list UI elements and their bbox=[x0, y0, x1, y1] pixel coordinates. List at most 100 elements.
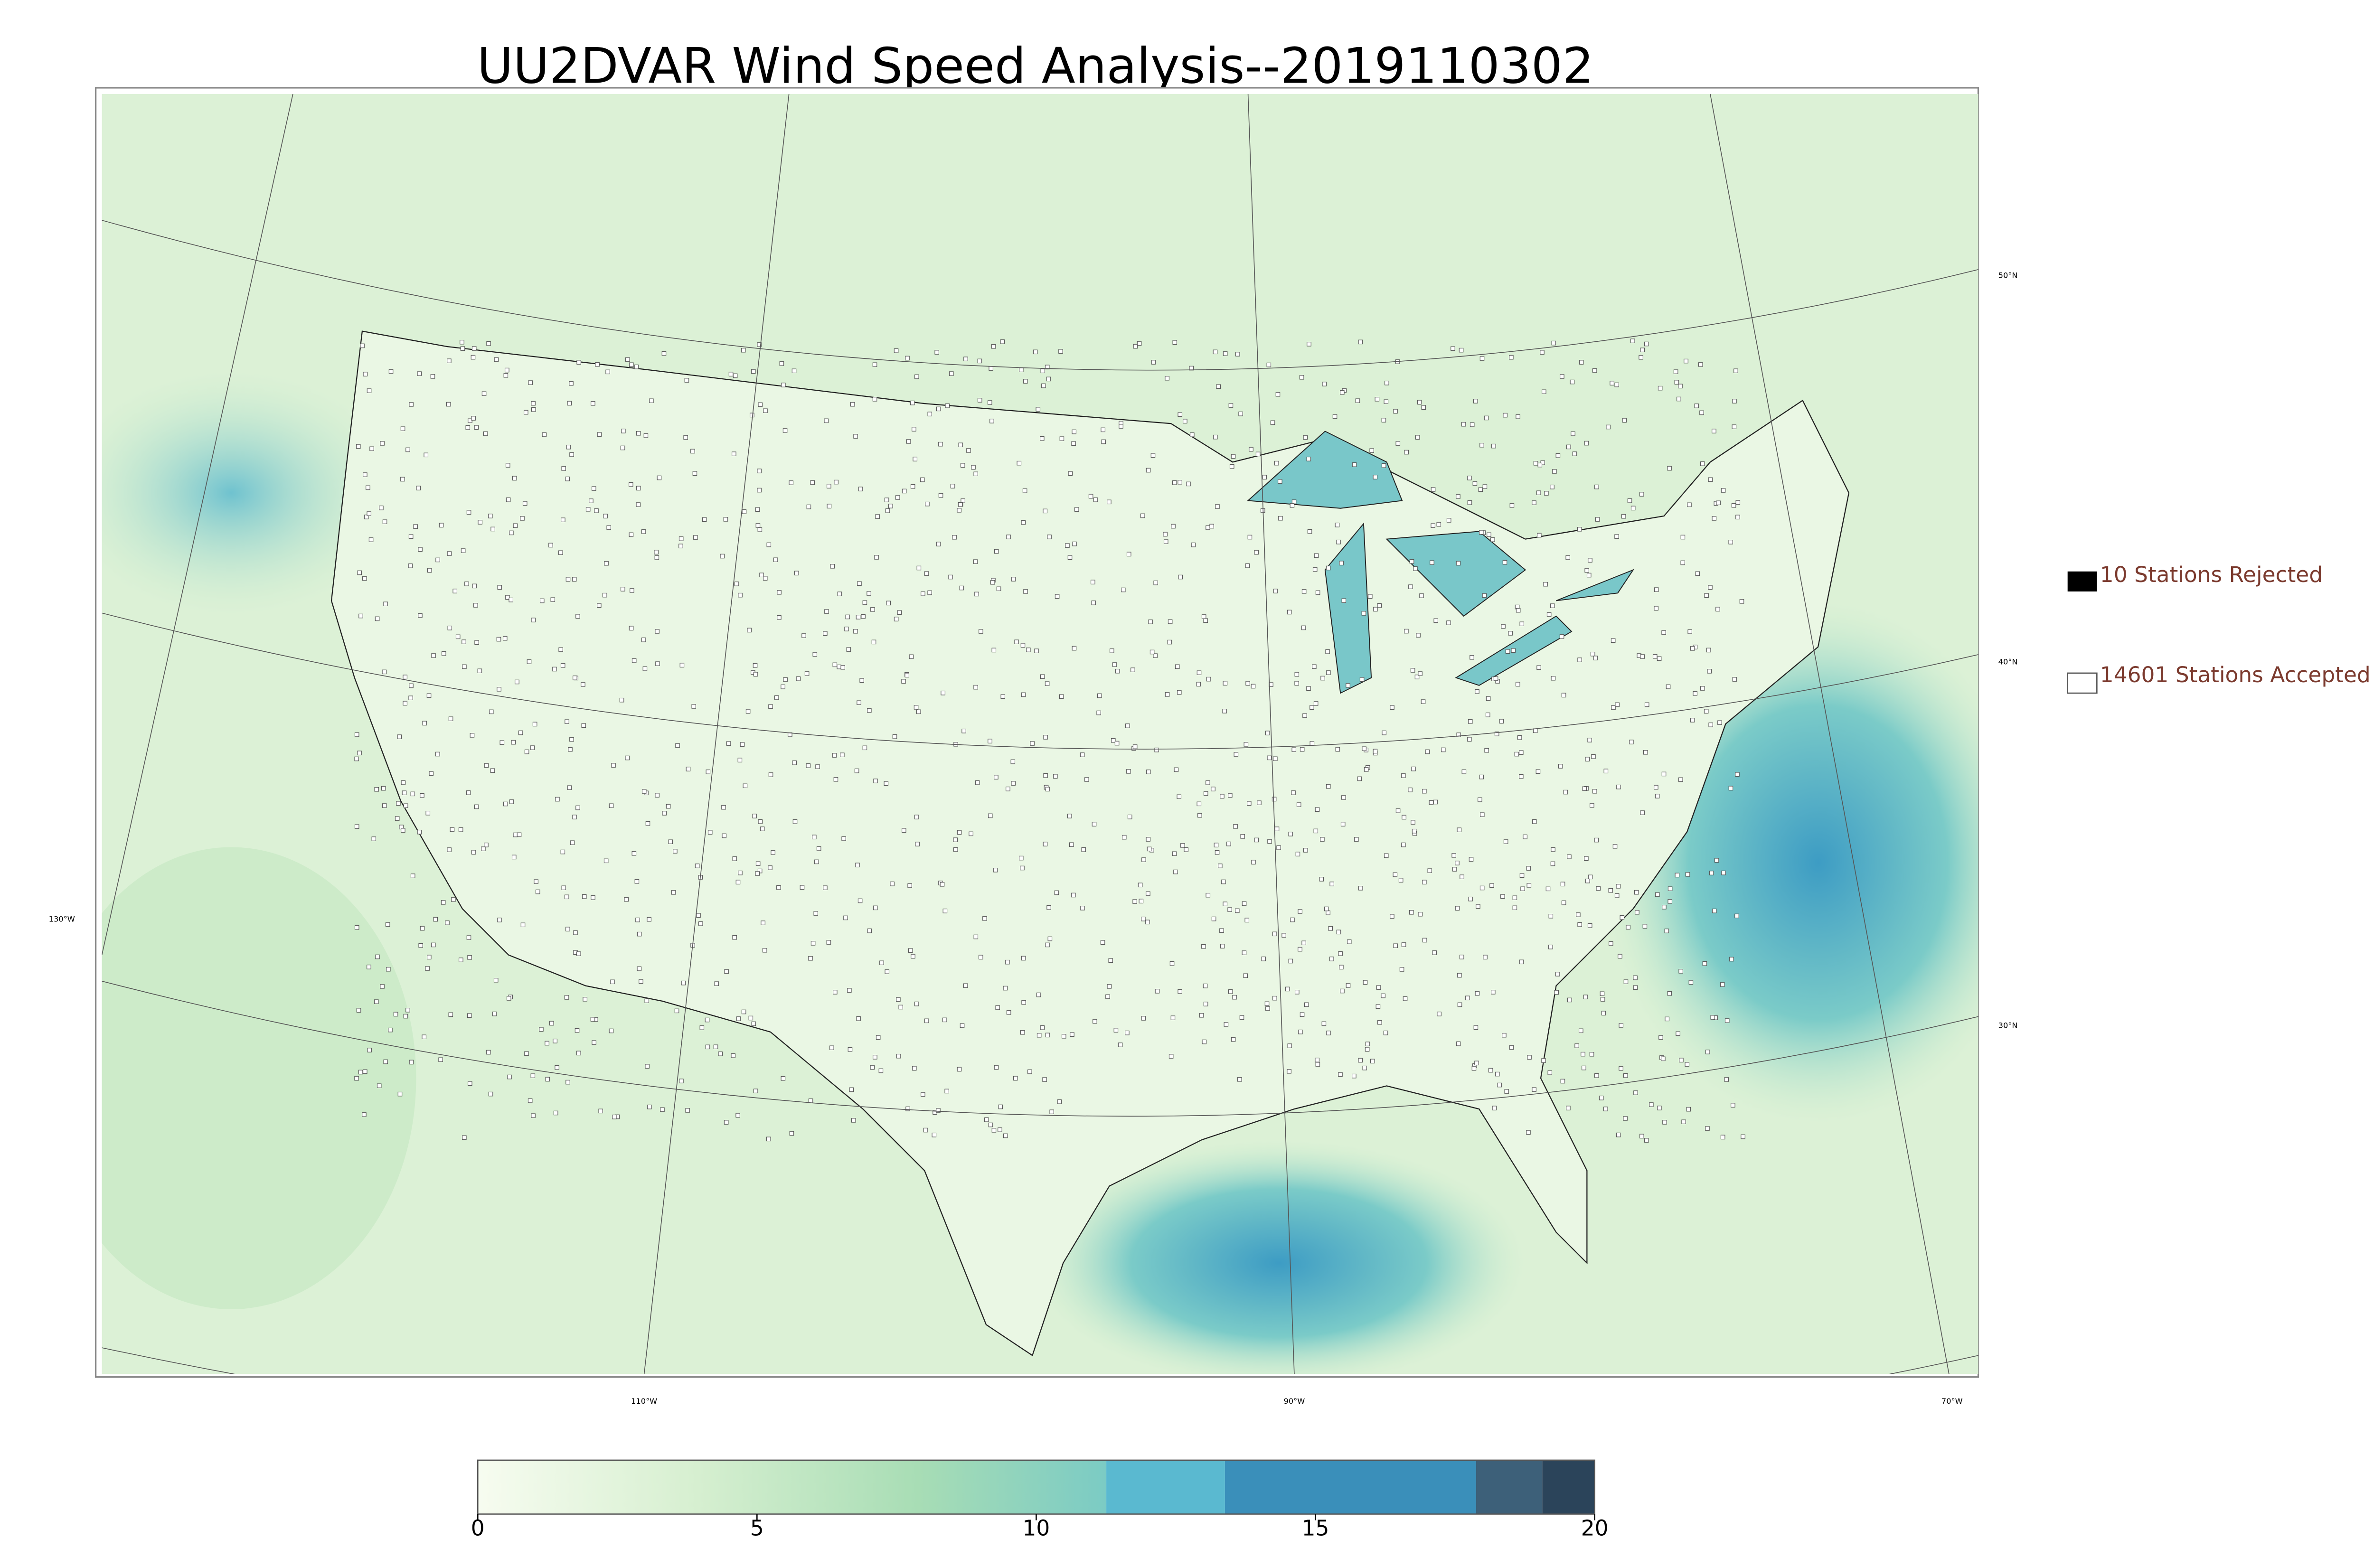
station bbox=[1320, 676, 1325, 681]
station bbox=[1431, 523, 1435, 528]
station bbox=[629, 532, 634, 537]
station bbox=[1594, 837, 1599, 843]
station bbox=[1735, 515, 1740, 520]
station bbox=[1457, 973, 1462, 978]
station bbox=[1221, 879, 1226, 884]
station bbox=[560, 849, 565, 854]
station bbox=[1551, 847, 1555, 852]
station bbox=[582, 894, 587, 899]
station bbox=[974, 592, 979, 597]
station bbox=[466, 790, 471, 795]
station bbox=[1479, 812, 1485, 817]
station bbox=[1367, 594, 1373, 599]
station bbox=[773, 557, 778, 563]
station bbox=[781, 1076, 786, 1081]
station bbox=[590, 1017, 595, 1022]
station bbox=[1402, 815, 1406, 820]
station bbox=[1061, 1034, 1066, 1039]
station bbox=[531, 407, 536, 412]
station bbox=[910, 400, 915, 405]
station bbox=[1364, 767, 1369, 772]
station bbox=[1502, 1033, 1507, 1038]
station bbox=[625, 755, 630, 761]
station bbox=[1709, 871, 1714, 875]
station bbox=[354, 732, 359, 737]
station bbox=[471, 355, 476, 360]
station bbox=[643, 433, 649, 438]
station bbox=[611, 763, 616, 768]
station bbox=[991, 1128, 997, 1133]
station bbox=[808, 956, 813, 961]
station bbox=[721, 805, 726, 810]
station bbox=[1278, 479, 1282, 484]
station bbox=[1365, 1047, 1370, 1052]
station bbox=[1018, 367, 1024, 373]
station bbox=[1667, 886, 1673, 891]
station bbox=[1492, 1106, 1497, 1110]
station bbox=[856, 615, 861, 620]
station bbox=[1623, 1073, 1628, 1078]
station bbox=[977, 398, 982, 403]
station bbox=[1309, 705, 1314, 710]
station bbox=[1422, 938, 1427, 943]
station bbox=[1020, 643, 1026, 648]
station bbox=[867, 928, 872, 933]
station bbox=[1594, 1073, 1599, 1078]
station bbox=[576, 360, 581, 365]
station bbox=[1654, 587, 1659, 592]
station bbox=[609, 1028, 614, 1033]
station bbox=[1196, 801, 1202, 807]
station bbox=[1456, 561, 1461, 566]
station bbox=[753, 663, 758, 668]
station bbox=[774, 695, 779, 700]
station bbox=[1080, 906, 1085, 911]
legend: 10 Stations Rejected 14601 Stations Acce… bbox=[2067, 562, 2371, 694]
station bbox=[1373, 607, 1378, 612]
station bbox=[539, 1027, 544, 1032]
station bbox=[1459, 955, 1464, 959]
station bbox=[1654, 606, 1658, 611]
station bbox=[1712, 516, 1717, 521]
station bbox=[1145, 920, 1150, 925]
station bbox=[471, 850, 476, 855]
station bbox=[870, 607, 875, 612]
station bbox=[490, 768, 495, 773]
colorbar-tick-label: 10 bbox=[1023, 1515, 1050, 1540]
station bbox=[511, 854, 517, 860]
station bbox=[1494, 732, 1499, 736]
station bbox=[1661, 1056, 1666, 1061]
station bbox=[1483, 955, 1488, 960]
station bbox=[909, 654, 914, 659]
station bbox=[1173, 869, 1178, 874]
station bbox=[1516, 682, 1520, 687]
station bbox=[481, 391, 487, 396]
station bbox=[448, 716, 453, 721]
station bbox=[576, 1051, 581, 1056]
colorbar-segment bbox=[1106, 1460, 1225, 1514]
station bbox=[1114, 741, 1120, 746]
station bbox=[1437, 1012, 1441, 1016]
station bbox=[363, 1069, 367, 1074]
station bbox=[1178, 989, 1182, 994]
station bbox=[382, 519, 387, 524]
station bbox=[1201, 614, 1206, 619]
station bbox=[1324, 906, 1329, 911]
station bbox=[1362, 1065, 1367, 1070]
station bbox=[757, 342, 762, 347]
station bbox=[505, 463, 510, 468]
station bbox=[1548, 944, 1553, 949]
station bbox=[1272, 931, 1277, 937]
station bbox=[1346, 683, 1350, 688]
station bbox=[356, 1008, 361, 1013]
station bbox=[1165, 376, 1169, 381]
station bbox=[451, 897, 456, 902]
station bbox=[1228, 403, 1234, 408]
station bbox=[741, 347, 746, 353]
station bbox=[796, 676, 801, 681]
station bbox=[1071, 892, 1076, 898]
station bbox=[1203, 618, 1208, 623]
station bbox=[1043, 508, 1047, 514]
station bbox=[857, 700, 861, 705]
station bbox=[637, 931, 642, 937]
